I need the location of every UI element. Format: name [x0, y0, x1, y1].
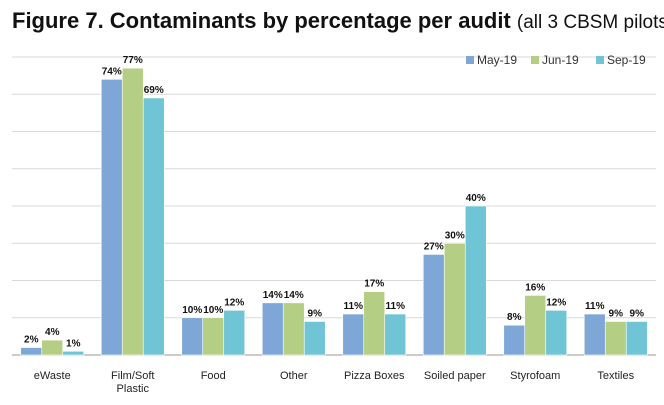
data-label: 11%	[344, 301, 364, 312]
bar	[524, 295, 547, 356]
data-label: 12%	[546, 297, 566, 308]
bar	[363, 291, 386, 356]
bar	[100, 79, 123, 356]
x-tick-label: Film/Soft	[111, 370, 154, 382]
legend-swatch	[466, 56, 474, 64]
legend: May-19 Jun-19 Sep-19	[466, 53, 646, 67]
data-label: 27%	[424, 241, 444, 252]
bar	[604, 321, 627, 356]
x-tick-label: Textiles	[597, 370, 634, 382]
bars	[20, 67, 648, 356]
chart-subtitle: (all 3 CBSM pilots)	[516, 12, 664, 33]
bar	[583, 313, 606, 356]
x-tick-label: Styrofoam	[510, 370, 560, 382]
bar	[422, 254, 445, 356]
chart-title: Figure 7. Contaminants by percentage per…	[12, 8, 664, 34]
x-tick-label: Pizza Boxes	[344, 370, 405, 382]
bar	[625, 321, 648, 356]
bar	[223, 309, 246, 356]
legend-swatch	[531, 56, 539, 64]
data-label: 1%	[66, 338, 81, 349]
data-label: 11%	[386, 301, 406, 312]
data-label: 69%	[144, 85, 164, 96]
bar	[121, 67, 144, 356]
bar	[142, 97, 165, 356]
bar	[503, 324, 526, 356]
x-tick-label: Other	[280, 370, 308, 382]
x-tick-label: Soiled paper	[424, 370, 486, 382]
bar	[282, 302, 305, 356]
bar	[303, 321, 326, 356]
bar	[384, 313, 407, 356]
bar	[20, 347, 43, 356]
legend-label: Sep-19	[607, 53, 646, 67]
data-label: 14%	[263, 290, 283, 301]
bar	[62, 350, 85, 356]
x-tick-label: eWaste	[34, 370, 71, 382]
data-label: 9%	[609, 308, 624, 319]
x-tick-label: Food	[201, 370, 226, 382]
data-label: 2%	[24, 335, 39, 346]
data-label: 9%	[308, 308, 323, 319]
bar	[464, 205, 487, 356]
data-label: 17%	[364, 279, 384, 290]
bar	[41, 339, 64, 356]
x-tick-label: Plastic	[117, 383, 150, 395]
data-label: 10%	[203, 305, 223, 316]
bar	[181, 317, 204, 356]
data-label: 30%	[445, 230, 465, 241]
data-label: 8%	[507, 312, 522, 323]
legend-swatch	[596, 56, 604, 64]
data-label: 11%	[585, 301, 605, 312]
data-label: 4%	[45, 327, 60, 338]
data-label: 16%	[525, 282, 545, 293]
data-label: 9%	[630, 308, 645, 319]
data-label: 12%	[224, 297, 244, 308]
data-label: 10%	[182, 305, 202, 316]
bar	[342, 313, 365, 356]
data-label: 74%	[102, 66, 122, 77]
bar	[202, 317, 225, 356]
legend-label: May-19	[477, 53, 517, 67]
legend-label: Jun-19	[542, 53, 579, 67]
data-label: 40%	[466, 193, 486, 204]
data-label: 14%	[284, 290, 304, 301]
data-label: 77%	[123, 55, 143, 66]
bar	[545, 309, 568, 356]
bar	[261, 302, 284, 356]
bar	[443, 242, 466, 356]
chart-title-main: Figure 7. Contaminants by percentage per…	[12, 8, 511, 33]
data-labels: 2%4%1%74%77%69%10% 10%12%14% 14%9%11%17%11…	[24, 55, 644, 349]
